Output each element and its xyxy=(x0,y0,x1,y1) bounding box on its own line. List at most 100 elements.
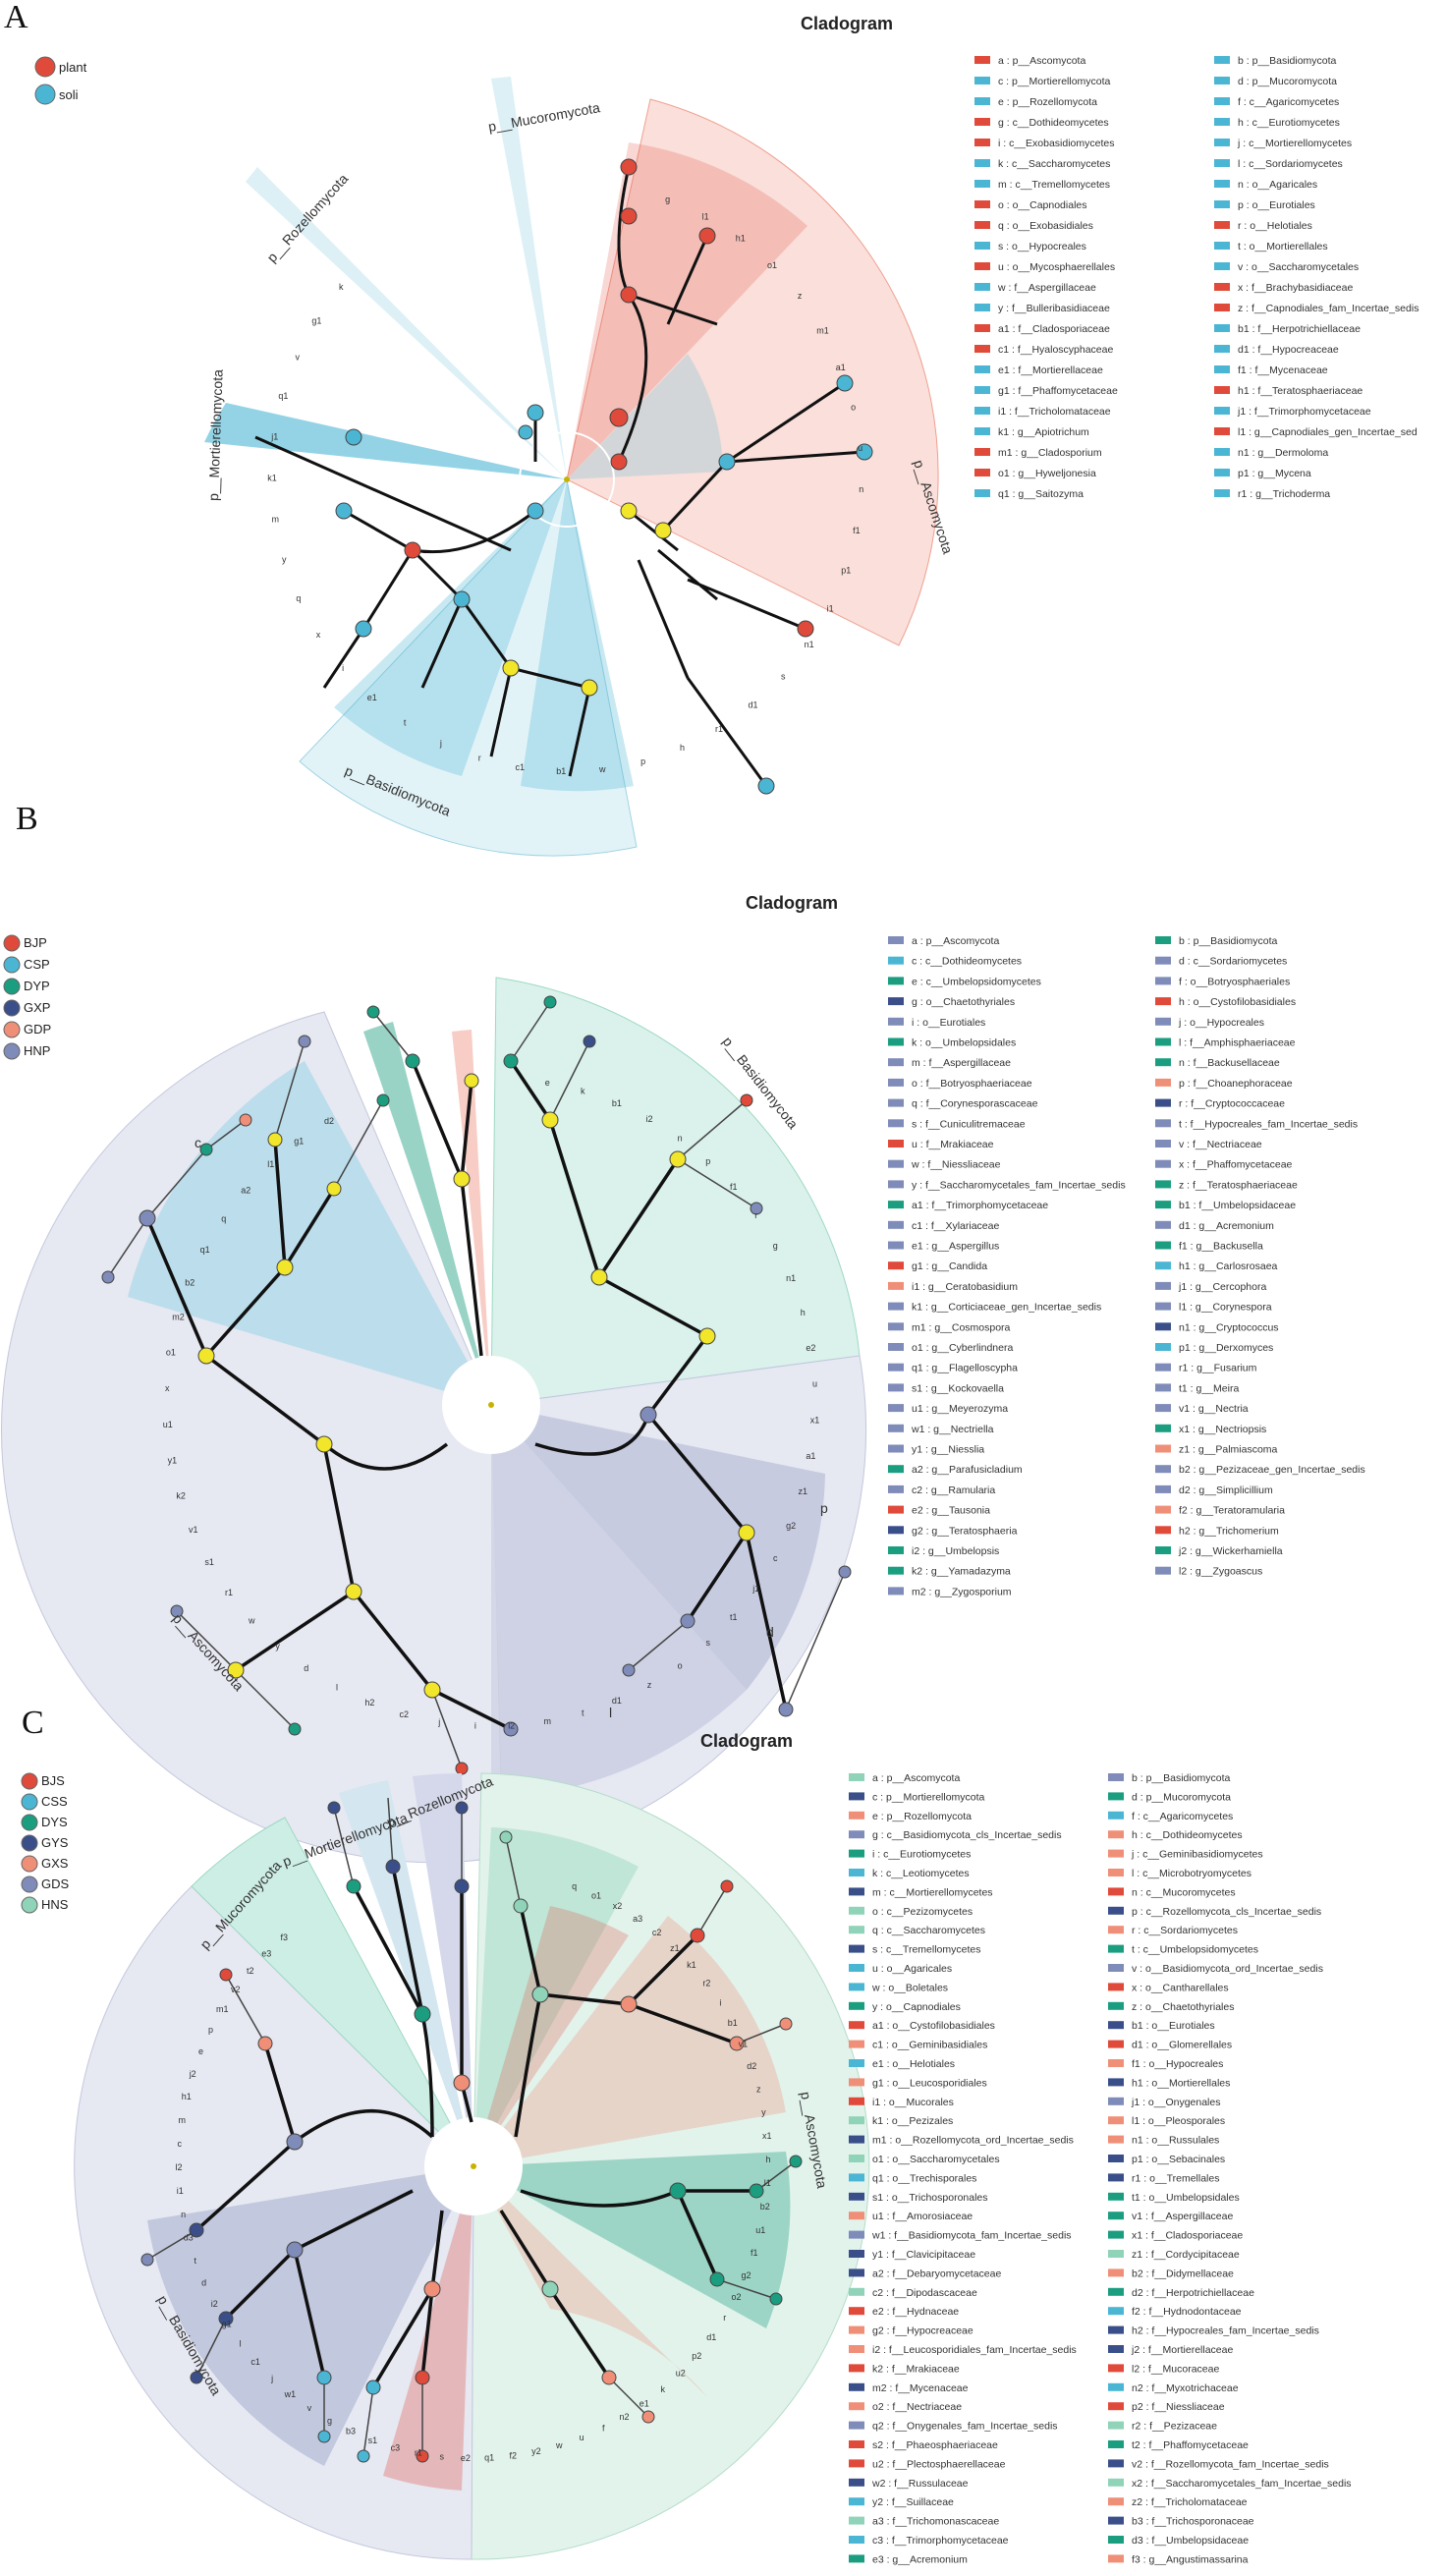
node xyxy=(423,2280,441,2298)
node xyxy=(583,1035,596,1048)
node-label: q xyxy=(296,593,301,603)
legend-entry: e1 : f__Mortierellaceae xyxy=(998,364,1103,376)
clade-sector xyxy=(473,1916,786,2166)
legend-swatch xyxy=(1108,2116,1124,2125)
legend-entry: l2 : g__Zygoascus xyxy=(1179,1566,1262,1578)
legend-swatch xyxy=(849,2554,864,2563)
legend-entry: w1 : f__Basidiomycota_fam_Incertae_sedis xyxy=(871,2230,1072,2242)
legend-entry: t1 : g__Meira xyxy=(1179,1382,1239,1394)
legend-entry: c2 : g__Ramularia xyxy=(912,1484,995,1496)
node-label: p xyxy=(640,756,645,766)
legend-entry: j : c__Geminibasidiomycetes xyxy=(1131,1849,1263,1861)
legend-entry: s : f__Cuniculitremaceae xyxy=(912,1118,1026,1130)
legend-swatch xyxy=(1108,2287,1124,2296)
legend-entry: m1 : o__Rozellomycota_ord_Incertae_sedis xyxy=(872,2135,1074,2147)
node xyxy=(317,2430,331,2443)
legend-swatch xyxy=(1155,1505,1171,1514)
legend-swatch xyxy=(1108,2059,1124,2067)
legend-entry: f1 : g__Backusella xyxy=(1179,1241,1263,1253)
legend-entry: l2 : f__Mucoraceae xyxy=(1132,2363,1219,2375)
node-label: f2 xyxy=(509,2450,517,2460)
legend-entry: e2 : f__Hydnaceae xyxy=(872,2306,959,2318)
legend-swatch xyxy=(1214,407,1230,415)
legend-swatch xyxy=(1155,1037,1171,1046)
clade-sector xyxy=(191,1817,474,2167)
node-label: k xyxy=(661,2384,666,2394)
node-label: e1 xyxy=(640,2399,649,2409)
node-label: d xyxy=(304,1663,308,1673)
node-label: p2 xyxy=(692,2351,701,2361)
node-label: n xyxy=(678,1134,683,1144)
node-label: u xyxy=(858,443,862,453)
legend-entry: z2 : f__Tricholomataceae xyxy=(1132,2496,1248,2508)
cladogram-title: Cladogram xyxy=(801,14,893,33)
legend-swatch xyxy=(849,1887,864,1896)
legend-swatch xyxy=(974,180,990,188)
node-label: i xyxy=(342,663,344,673)
legend-swatch xyxy=(1108,2212,1124,2220)
legend-entry: p1 : o__Sebacinales xyxy=(1132,2154,1225,2165)
legend-swatch xyxy=(1155,1566,1171,1575)
legend-entry: i1 : g__Ceratobasidium xyxy=(912,1281,1018,1293)
legend-swatch xyxy=(1155,1465,1171,1474)
node-label: a1 xyxy=(836,363,846,372)
legend-swatch xyxy=(888,936,904,944)
node-label: o2 xyxy=(731,2292,741,2302)
node-label: o xyxy=(851,402,856,412)
legend-entry: c : p__Mortierellomycota xyxy=(872,1791,985,1803)
legend-entry: s : o__Hypocreales xyxy=(998,241,1086,252)
node-label: l1 xyxy=(702,211,709,221)
legend-swatch xyxy=(888,1302,904,1311)
legend-entry: q1 : g__Flagelloscypha xyxy=(912,1363,1018,1374)
node-label: b1 xyxy=(728,2018,738,2028)
legend-swatch xyxy=(1108,2040,1124,2048)
legend-swatch xyxy=(849,2382,864,2391)
node-label: p xyxy=(705,1156,710,1166)
node xyxy=(729,2036,745,2051)
legend-entry: z : f__Teratosphaeriaceae xyxy=(1179,1179,1298,1191)
legend-swatch xyxy=(1108,2250,1124,2258)
node-label: g xyxy=(773,1241,778,1251)
legend-swatch xyxy=(974,118,990,126)
clade-sector xyxy=(491,77,567,479)
node-label: d2 xyxy=(747,2061,756,2071)
node xyxy=(218,2311,234,2326)
node-label: f1 xyxy=(751,2248,758,2258)
node xyxy=(219,1968,233,1982)
legend-entry: x1 : g__Nectriopsis xyxy=(1179,1424,1266,1435)
group-label: GDP xyxy=(24,1022,51,1036)
legend-swatch xyxy=(888,1098,904,1107)
node-label: f xyxy=(602,2423,605,2433)
legend-swatch xyxy=(1155,1078,1171,1087)
group-marker xyxy=(3,956,21,974)
legend-swatch xyxy=(888,977,904,985)
legend-entry: v : f__Nectriaceae xyxy=(1179,1139,1262,1150)
node-label: g1 xyxy=(294,1136,304,1146)
node xyxy=(581,679,598,697)
node xyxy=(541,2280,559,2298)
node xyxy=(288,1722,302,1736)
legend-entry: t : f__Hypocreales_fam_Incertae_sedis xyxy=(1179,1118,1358,1130)
legend-entry: p2 : f__Niessliaceae xyxy=(1132,2401,1225,2413)
legend-entry: l : c__Microbotryomycetes xyxy=(1132,1868,1251,1879)
clade-sector xyxy=(413,1772,473,2166)
legend-entry: t2 : f__Phaffomycetaceae xyxy=(1132,2439,1249,2451)
group-marker xyxy=(21,1814,38,1831)
node-label: d2 xyxy=(324,1116,334,1126)
node-label: w xyxy=(598,764,606,774)
node-label: l2 xyxy=(175,2162,182,2172)
branch-lines xyxy=(146,1797,797,2457)
node-label: u1 xyxy=(755,2225,765,2235)
legend-entry: h1 : g__Carlosrosaea xyxy=(1179,1260,1278,1272)
legend-swatch xyxy=(849,2268,864,2277)
legend-entry: i : o__Eurotiales xyxy=(912,1017,985,1029)
branch-lines xyxy=(145,1060,788,1731)
legend-swatch xyxy=(888,1566,904,1575)
legend-entry: f2 : f__Hydnodontaceae xyxy=(1132,2306,1242,2318)
legend-swatch xyxy=(1155,1526,1171,1535)
legend-entry: i : c__Eurotiomycetes xyxy=(872,1849,971,1861)
legend-swatch xyxy=(849,2135,864,2144)
legend-swatch xyxy=(974,221,990,229)
legend-entry: k : c__Saccharomycetes xyxy=(998,158,1110,170)
cladogram-tree: p__Ascomycota p__Basidiomycota p__Mucoro… xyxy=(74,1772,870,2560)
